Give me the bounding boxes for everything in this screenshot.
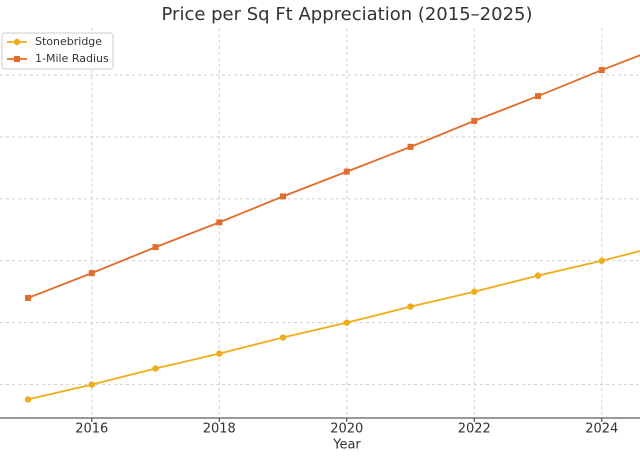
marker: [152, 365, 159, 372]
legend-label: Stonebridge: [35, 35, 102, 48]
marker: [471, 288, 478, 295]
series-line: [27, 250, 640, 401]
x-tick-label: 2024: [585, 422, 618, 437]
legend: Stonebridge 1-Mile Radius: [1, 32, 114, 70]
x-tick-label: 2020: [330, 422, 363, 437]
marker: [216, 350, 223, 357]
series-line: [27, 54, 640, 299]
x-axis-label: Year: [332, 438, 361, 453]
marker: [343, 168, 350, 175]
marker: [598, 257, 605, 264]
marker: [13, 38, 21, 46]
legend-box: [1, 32, 114, 70]
marker: [24, 396, 32, 403]
marker: [598, 67, 605, 74]
legend-label: 1-Mile Radius: [35, 52, 109, 65]
marker: [25, 294, 32, 301]
grid: [0, 28, 640, 418]
marker: [14, 56, 20, 62]
x-tick-label: 2018: [203, 422, 236, 437]
marker: [534, 272, 542, 279]
plot-area: [24, 54, 640, 403]
marker: [152, 244, 159, 251]
marker: [535, 93, 542, 100]
chart-title: Price per Sq Ft Appreciation (2015–2025): [162, 4, 533, 25]
marker: [216, 219, 223, 226]
x-tick-label: 2016: [75, 422, 108, 437]
marker: [88, 270, 95, 277]
marker: [279, 334, 287, 341]
marker: [471, 117, 478, 124]
marker: [407, 303, 414, 310]
marker: [343, 319, 350, 326]
marker: [88, 381, 95, 388]
marker: [280, 193, 287, 200]
x-tick-label: 2022: [458, 422, 491, 437]
marker: [407, 143, 414, 150]
